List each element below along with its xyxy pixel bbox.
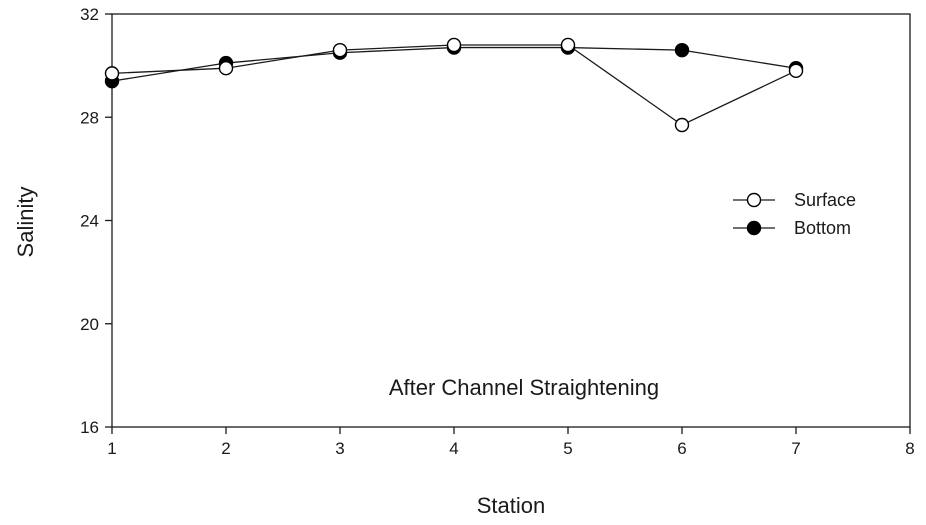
data-point-surface [674, 117, 690, 133]
plot-frame [111, 13, 911, 428]
y-axis-label: Salinity [13, 187, 38, 258]
legend-marker-bottom [746, 220, 762, 236]
x-tick-label: 1 [107, 439, 116, 458]
data-point-surface [560, 37, 576, 53]
data-point-surface [218, 61, 234, 76]
legend-label-bottom: Bottom [794, 218, 851, 238]
data-series [104, 37, 804, 133]
legend-marker-surface [746, 192, 762, 208]
legend-label-surface: Surface [794, 190, 856, 210]
x-tick-label: 2 [221, 439, 230, 458]
plot-area-border [111, 13, 911, 428]
y-tick-label: 32 [80, 5, 99, 24]
data-point-bottom [674, 42, 690, 58]
x-tick-label: 3 [335, 439, 344, 458]
legend: Surface Bottom [733, 190, 856, 238]
data-point-surface [104, 66, 120, 81]
x-tick-label: 7 [791, 439, 800, 458]
chart-annotation: After Channel Straightening [389, 375, 659, 400]
y-tick-label: 24 [80, 212, 99, 231]
x-tick-label: 4 [449, 439, 458, 458]
series-line-surface [111, 44, 797, 126]
legend-item-surface: Surface [733, 190, 856, 210]
axis-ticks: 1 2 3 4 5 6 7 8 16 20 24 28 32 [80, 5, 915, 458]
x-tick-label: 8 [905, 439, 914, 458]
y-tick-label: 16 [80, 418, 99, 437]
x-axis-label: Station [477, 493, 546, 518]
data-point-surface [446, 37, 462, 53]
y-tick-label: 28 [80, 108, 99, 127]
x-tick-label: 5 [563, 439, 572, 458]
y-tick-label: 20 [80, 315, 99, 334]
legend-item-bottom: Bottom [733, 218, 851, 238]
x-tick-label: 6 [677, 439, 686, 458]
data-point-surface [788, 63, 804, 78]
data-point-surface [332, 42, 348, 58]
